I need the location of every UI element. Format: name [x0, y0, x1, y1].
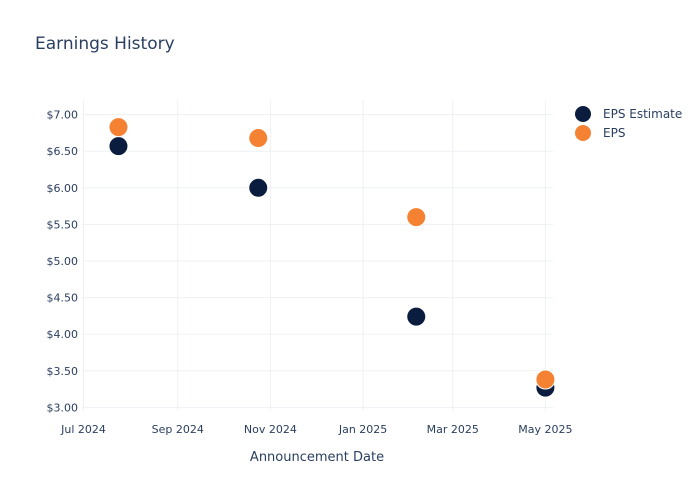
y-tick-label: $3.00: [47, 401, 79, 414]
y-axis-ticks: $3.00 $3.50 $4.00 $4.50 $5.00 $5.50 $6.00 $6.50…: [47, 109, 79, 415]
eps-point[interactable]: [248, 128, 269, 149]
eps-estimate-point[interactable]: [248, 177, 269, 198]
x-tick-label: May 2025: [518, 423, 572, 436]
eps-estimate-point[interactable]: [108, 136, 129, 157]
x-axis-label: Announcement Date: [250, 450, 384, 465]
y-tick-label: $4.50: [47, 292, 79, 305]
legend[interactable]: EPS Estimate EPS: [575, 106, 682, 141]
eps-estimate-point[interactable]: [406, 306, 427, 327]
y-tick-label: $3.50: [47, 365, 79, 378]
chart-title: Earnings History: [35, 34, 175, 54]
y-tick-label: $6.50: [47, 145, 79, 158]
y-tick-label: $4.00: [47, 328, 79, 341]
eps-point[interactable]: [406, 207, 427, 228]
y-tick-label: $6.00: [47, 182, 79, 195]
legend-marker[interactable]: [575, 106, 591, 122]
data-points: [108, 117, 556, 398]
x-tick-label: Jul 2024: [60, 423, 106, 436]
eps-point[interactable]: [535, 369, 556, 390]
x-axis-ticks: Jul 2024 Sep 2024 Nov 2024 Jan 2025 Mar 2025…: [60, 423, 572, 436]
y-tick-label: $5.00: [47, 255, 79, 268]
legend-marker[interactable]: [575, 125, 591, 141]
x-tick-label: Mar 2025: [427, 423, 479, 436]
x-tick-label: Nov 2024: [244, 423, 297, 436]
legend-label[interactable]: EPS: [603, 126, 625, 140]
legend-label[interactable]: EPS Estimate: [603, 107, 682, 121]
y-tick-label: $5.50: [47, 218, 79, 231]
x-tick-label: Jan 2025: [338, 423, 387, 436]
x-tick-label: Sep 2024: [152, 423, 204, 436]
y-tick-label: $7.00: [47, 109, 79, 122]
grid: [82, 100, 553, 411]
eps-point[interactable]: [108, 117, 129, 138]
